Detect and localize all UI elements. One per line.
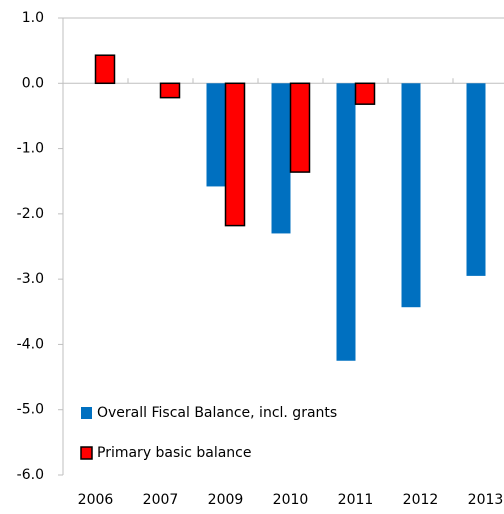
legend-label: Overall Fiscal Balance, incl. grants	[97, 405, 337, 421]
y-tick-label: 1.0	[22, 10, 44, 26]
legend-swatch	[80, 446, 93, 460]
x-tick-label: 2007	[143, 492, 179, 508]
x-tick-label: 2012	[403, 492, 439, 508]
x-tick-label: 2006	[78, 492, 114, 508]
x-tick-label: 2013	[468, 492, 504, 508]
bar	[224, 82, 246, 227]
y-tick-label: -4.0	[17, 336, 44, 352]
bar	[354, 82, 376, 105]
y-tick-label: -6.0	[17, 467, 44, 483]
bar	[271, 83, 291, 234]
y-tick-label: -3.0	[17, 271, 44, 287]
x-tick-label: 2009	[208, 492, 244, 508]
x-tick-label: 2011	[338, 492, 374, 508]
bar	[206, 83, 226, 187]
x-tick-label: 2010	[273, 492, 309, 508]
y-tick-label: -1.0	[17, 141, 44, 157]
legend-swatch	[81, 407, 92, 419]
y-tick-label: -5.0	[17, 402, 44, 418]
legend-label: Primary basic balance	[97, 445, 251, 461]
bar	[289, 82, 311, 173]
bar	[94, 54, 116, 85]
bar	[336, 83, 356, 361]
y-tick-label: -2.0	[17, 206, 44, 222]
bar	[401, 83, 421, 308]
bar	[466, 83, 486, 276]
y-tick-label: 0.0	[22, 75, 44, 91]
bar	[159, 82, 181, 99]
